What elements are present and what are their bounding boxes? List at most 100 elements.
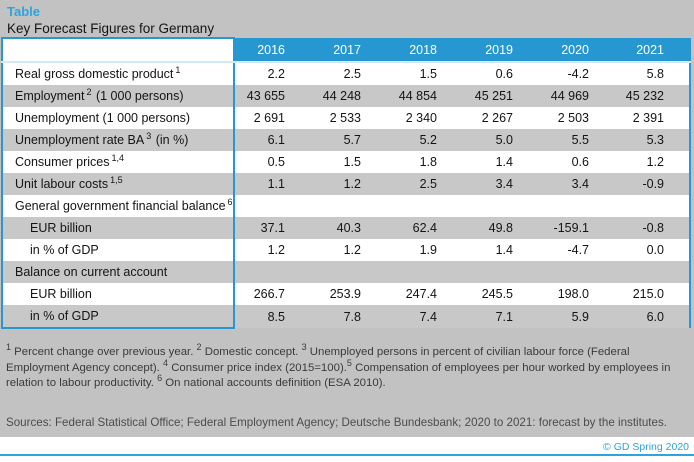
page-title: Key Forecast Figures for Germany bbox=[7, 21, 215, 36]
cell-value: 1.5 bbox=[310, 151, 386, 173]
cell-value: 0.5 bbox=[234, 151, 310, 173]
cell-value: 44 854 bbox=[386, 85, 462, 107]
table-row: Consumer prices 1,4 0.5 1.5 1.8 1.4 0.6 1.2 bbox=[1, 151, 691, 173]
cell-value: 5.2 bbox=[386, 129, 462, 151]
forecast-table: 2016 2017 2018 2019 2020 2021 Real gross dome… bbox=[1, 37, 691, 329]
row-label: EUR billion bbox=[1, 283, 235, 305]
cell-value bbox=[462, 195, 538, 217]
cell-value: 6.1 bbox=[234, 129, 310, 151]
cell-value bbox=[386, 261, 462, 283]
cell-value: 44 248 bbox=[310, 85, 386, 107]
cell-value: 5.3 bbox=[614, 129, 691, 151]
year-header-row: 2016 2017 2018 2019 2020 2021 bbox=[1, 37, 691, 63]
cell-value: 1.5 bbox=[386, 62, 462, 85]
row-label: General government financial balance 6 bbox=[1, 195, 235, 217]
cell-value: -4.2 bbox=[538, 62, 614, 85]
table-row: Real gross domestic product 1 2.2 2.5 1.5 0.6… bbox=[1, 62, 691, 85]
cell-value: 3.4 bbox=[462, 173, 538, 195]
cell-value: 6.0 bbox=[614, 305, 691, 328]
cell-value: 8.5 bbox=[234, 305, 310, 328]
cell-value: -0.8 bbox=[614, 217, 691, 239]
row-label: Unit labour costs 1,5 bbox=[1, 173, 235, 195]
cell-value: 2.5 bbox=[310, 62, 386, 85]
table-row: in % of GDP 8.5 7.8 7.4 7.1 5.9 6.0 bbox=[1, 305, 691, 329]
cell-value: 37.1 bbox=[234, 217, 310, 239]
table-row: EUR billion 266.7 253.9 247.4 245.5 198.0 215.… bbox=[1, 283, 691, 305]
year-column-header: 2021 bbox=[614, 38, 691, 63]
year-column-header: 2017 bbox=[310, 38, 386, 63]
row-label: EUR billion bbox=[1, 217, 235, 239]
cell-value: 2 340 bbox=[386, 107, 462, 129]
cell-value: 0.6 bbox=[538, 151, 614, 173]
row-label: Consumer prices 1,4 bbox=[1, 151, 235, 173]
cell-value: 2.5 bbox=[386, 173, 462, 195]
cell-value: 2 691 bbox=[234, 107, 310, 129]
cell-value: 1.2 bbox=[310, 239, 386, 261]
cell-value: 198.0 bbox=[538, 283, 614, 305]
cell-value: 1.8 bbox=[386, 151, 462, 173]
cell-value: 2 267 bbox=[462, 107, 538, 129]
year-column-header: 2019 bbox=[462, 38, 538, 63]
cell-value: -4.7 bbox=[538, 239, 614, 261]
cell-value bbox=[310, 195, 386, 217]
cell-value: 7.4 bbox=[386, 305, 462, 328]
table-kicker: Table bbox=[7, 4, 40, 19]
cell-value bbox=[462, 261, 538, 283]
cell-value: 2 503 bbox=[538, 107, 614, 129]
cell-value: 45 232 bbox=[614, 85, 691, 107]
cell-value: 253.9 bbox=[310, 283, 386, 305]
cell-value: -0.9 bbox=[614, 173, 691, 195]
cell-value: 7.1 bbox=[462, 305, 538, 328]
cell-value bbox=[310, 261, 386, 283]
cell-value: 245.5 bbox=[462, 283, 538, 305]
cell-value: 62.4 bbox=[386, 217, 462, 239]
cell-value: 7.8 bbox=[310, 305, 386, 328]
cell-value: 215.0 bbox=[614, 283, 691, 305]
cell-value: 0.0 bbox=[614, 239, 691, 261]
table-row: Unemployment (1 000 persons) 2 691 2 533 2 … bbox=[1, 107, 691, 129]
table-row: in % of GDP 1.2 1.2 1.9 1.4 -4.7 0.0 bbox=[1, 239, 691, 261]
cell-value: 1.1 bbox=[234, 173, 310, 195]
cell-value: -159.1 bbox=[538, 217, 614, 239]
cell-value: 3.4 bbox=[538, 173, 614, 195]
cell-value: 266.7 bbox=[234, 283, 310, 305]
table-row: Balance on current account bbox=[1, 261, 691, 283]
cell-value: 1.2 bbox=[310, 173, 386, 195]
table-row: Unemployment rate BA 3 (in %) 6.1 5.7 5.2 5.0… bbox=[1, 129, 691, 151]
year-column-header: 2016 bbox=[234, 38, 310, 63]
cell-value: 2 391 bbox=[614, 107, 691, 129]
document-body: Table Key Forecast Figures for Germany 2… bbox=[0, 0, 694, 437]
table-header: 2016 2017 2018 2019 2020 2021 bbox=[1, 37, 691, 63]
footer-rule bbox=[0, 454, 694, 456]
row-label: in % of GDP bbox=[1, 305, 235, 329]
cell-value: 2.2 bbox=[234, 62, 310, 85]
cell-value: 49.8 bbox=[462, 217, 538, 239]
copyright-label: © GD Spring 2020 bbox=[603, 441, 689, 453]
cell-value: 45 251 bbox=[462, 85, 538, 107]
footer: © GD Spring 2020 bbox=[0, 437, 694, 462]
cell-value bbox=[614, 261, 691, 283]
table-body: Real gross domestic product 1 2.2 2.5 1.5 0.6… bbox=[1, 62, 691, 329]
cell-value: 247.4 bbox=[386, 283, 462, 305]
cell-value: 5.5 bbox=[538, 129, 614, 151]
row-label: Balance on current account bbox=[1, 261, 235, 283]
table-row: Employment 2 (1 000 persons) 43 655 44 248 4… bbox=[1, 85, 691, 107]
row-label: Unemployment rate BA 3 (in %) bbox=[1, 129, 235, 151]
cell-value: 1.2 bbox=[614, 151, 691, 173]
table-row: Unit labour costs 1,5 1.1 1.2 2.5 3.4 3.4 -0.9 bbox=[1, 173, 691, 195]
cell-value bbox=[386, 195, 462, 217]
cell-value: 5.9 bbox=[538, 305, 614, 328]
row-label: Employment 2 (1 000 persons) bbox=[1, 85, 235, 107]
footnotes: 1 Percent change over previous year. 2 D… bbox=[6, 342, 671, 390]
cell-value bbox=[538, 261, 614, 283]
table-row: General government financial balance 6 bbox=[1, 195, 691, 217]
row-label: Real gross domestic product 1 bbox=[1, 62, 235, 85]
table-row: EUR billion 37.1 40.3 62.4 49.8 -159.1 -0.8 bbox=[1, 217, 691, 239]
year-column-header: 2018 bbox=[386, 38, 462, 63]
cell-value bbox=[234, 195, 310, 217]
year-column-header: 2020 bbox=[538, 38, 614, 63]
cell-value: 5.7 bbox=[310, 129, 386, 151]
cell-value: 43 655 bbox=[234, 85, 310, 107]
cell-value bbox=[234, 261, 310, 283]
